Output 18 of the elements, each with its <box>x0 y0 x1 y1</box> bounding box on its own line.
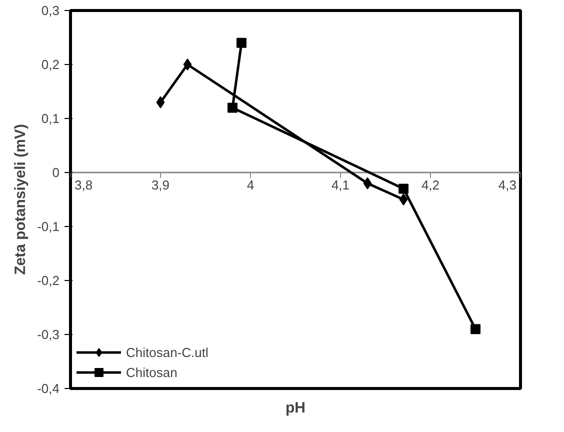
x-tick-label: 4 <box>246 178 254 193</box>
y-tick-label: 0,1 <box>41 111 60 126</box>
y-tick-label: 0 <box>52 165 60 180</box>
legend-label: Chitosan-C.utl <box>126 344 208 360</box>
y-axis-title: Zeta potansiyeli (mV) <box>12 124 30 275</box>
x-tick-label: 3,8 <box>74 178 93 193</box>
y-tick-label: -0,2 <box>37 273 60 288</box>
legend-label: Chitosan <box>126 364 178 380</box>
y-tick-label: -0,4 <box>37 381 60 396</box>
x-axis-title: pH <box>286 400 306 416</box>
y-tick-label: 0,2 <box>41 57 60 72</box>
y-tick-label: -0,1 <box>37 219 60 234</box>
x-tick-label: 4,2 <box>421 178 440 193</box>
y-tick-label: -0,3 <box>37 327 60 342</box>
x-tick-label: 3,9 <box>151 178 170 193</box>
x-tick-label: 4,1 <box>331 178 350 193</box>
y-tick-label: 0,3 <box>41 3 60 18</box>
x-tick-label: 4,3 <box>498 178 517 193</box>
